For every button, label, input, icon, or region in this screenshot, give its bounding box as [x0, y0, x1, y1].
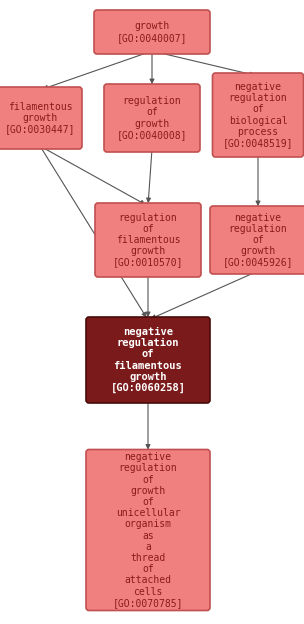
Text: negative
regulation
of
growth
[GO:0045926]: negative regulation of growth [GO:004592…	[223, 213, 293, 268]
Text: filamentous
growth
[GO:0030447]: filamentous growth [GO:0030447]	[5, 102, 75, 134]
FancyBboxPatch shape	[0, 87, 82, 149]
FancyBboxPatch shape	[86, 449, 210, 610]
Text: negative
regulation
of
growth
of
unicellular
organism
as
a
thread
of
attached
ce: negative regulation of growth of unicell…	[113, 452, 183, 608]
FancyBboxPatch shape	[210, 206, 304, 274]
FancyBboxPatch shape	[94, 10, 210, 54]
Text: regulation
of
filamentous
growth
[GO:0010570]: regulation of filamentous growth [GO:001…	[113, 213, 183, 268]
FancyBboxPatch shape	[95, 203, 201, 277]
FancyBboxPatch shape	[104, 84, 200, 152]
Text: negative
regulation
of
biological
process
[GO:0048519]: negative regulation of biological proces…	[223, 82, 293, 148]
Text: negative
regulation
of
filamentous
growth
[GO:0060258]: negative regulation of filamentous growt…	[110, 327, 185, 393]
Text: regulation
of
growth
[GO:0040008]: regulation of growth [GO:0040008]	[117, 96, 187, 140]
Text: growth
[GO:0040007]: growth [GO:0040007]	[117, 21, 187, 42]
FancyBboxPatch shape	[212, 73, 303, 157]
FancyBboxPatch shape	[86, 317, 210, 403]
